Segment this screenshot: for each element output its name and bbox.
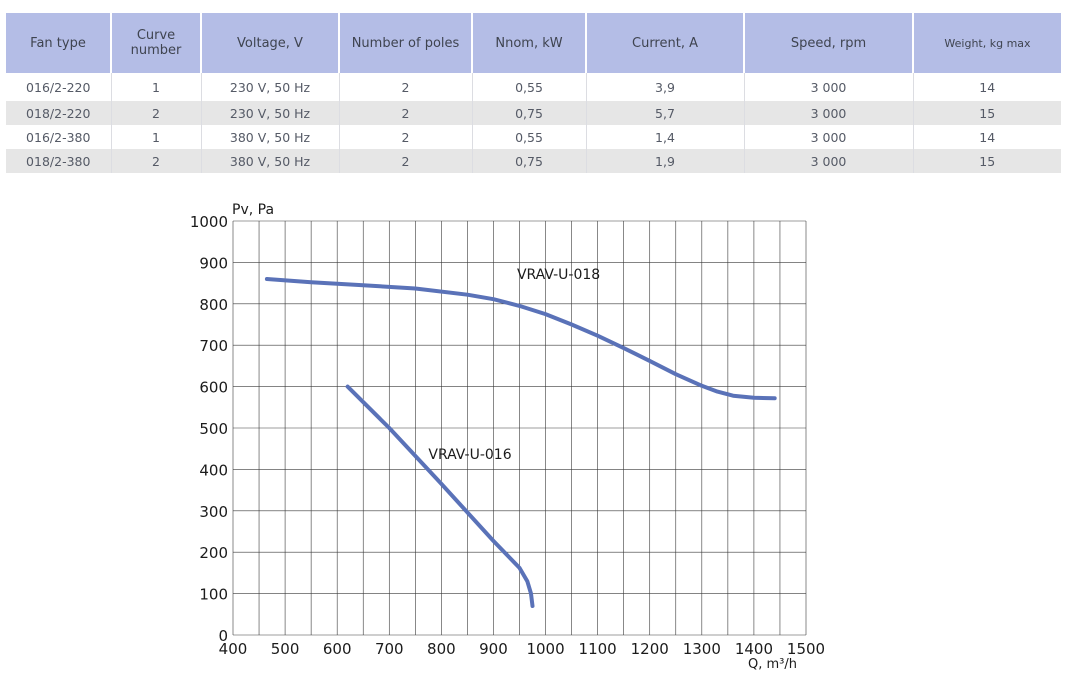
table-cell: 230 V, 50 Hz bbox=[201, 73, 340, 101]
header-number-of-poles: Number of poles bbox=[339, 13, 473, 73]
x-tick-label: 700 bbox=[375, 640, 404, 658]
y-tick-label: 300 bbox=[199, 503, 228, 521]
chart-grid bbox=[232, 220, 807, 636]
table-cell: 3 000 bbox=[744, 125, 914, 149]
table-cell: 2 bbox=[111, 149, 202, 173]
header-fan-type: Fan type bbox=[6, 13, 112, 73]
table-cell: 0,75 bbox=[472, 101, 587, 125]
table-cell: 3 000 bbox=[744, 73, 914, 101]
y-tick-label: 400 bbox=[199, 461, 228, 479]
table-cell: 1 bbox=[111, 125, 202, 149]
y-tick-label: 500 bbox=[199, 420, 228, 438]
x-tick-label: 1200 bbox=[631, 640, 669, 658]
x-tick-label: 1000 bbox=[526, 640, 564, 658]
y-tick-label: 0 bbox=[218, 627, 228, 645]
table-cell: 0,75 bbox=[472, 149, 587, 173]
table-cell: 1,9 bbox=[586, 149, 745, 173]
y-tick-label: 800 bbox=[199, 296, 228, 314]
table-cell: 016/2-380 bbox=[6, 125, 112, 149]
y-tick-label: 1000 bbox=[190, 213, 228, 231]
table-row: 016/2-380 1 380 V, 50 Hz 2 0,55 1,4 3 00… bbox=[6, 125, 1061, 149]
table-cell: 3 000 bbox=[744, 101, 914, 125]
table-cell: 3 000 bbox=[744, 149, 914, 173]
x-tick-label: 900 bbox=[479, 640, 508, 658]
x-tick-label: 1400 bbox=[735, 640, 773, 658]
table-cell: 016/2-220 bbox=[6, 73, 112, 101]
fan-spec-table: Fan type Curve number Voltage, V Number … bbox=[6, 13, 1061, 173]
table-cell: 2 bbox=[111, 101, 202, 125]
y-tick-label: 600 bbox=[199, 379, 228, 397]
y-tick-label: 900 bbox=[199, 254, 228, 272]
chart-tick-labels: 0 100 200 300 400 500 600 700 800 900 1000 400 500 60… bbox=[190, 213, 825, 658]
table-cell: 2 bbox=[339, 149, 473, 173]
header-speed: Speed, rpm bbox=[744, 13, 914, 73]
table-row: 018/2-220 2 230 V, 50 Hz 2 0,75 5,7 3 00… bbox=[6, 101, 1061, 125]
table-cell: 1,4 bbox=[586, 125, 745, 149]
table-cell: 0,55 bbox=[472, 73, 587, 101]
table-cell: 15 bbox=[913, 149, 1061, 173]
table-cell: 15 bbox=[913, 101, 1061, 125]
table-cell: 018/2-220 bbox=[6, 101, 112, 125]
x-tick-label: 1500 bbox=[787, 640, 825, 658]
table-cell: 0,55 bbox=[472, 125, 587, 149]
series-line bbox=[264, 277, 777, 401]
x-tick-label: 1100 bbox=[579, 640, 617, 658]
table-cell: 2 bbox=[339, 125, 473, 149]
header-current: Current, A bbox=[586, 13, 745, 73]
table-cell: 018/2-380 bbox=[6, 149, 112, 173]
table-cell: 14 bbox=[979, 79, 996, 95]
table-cell: 3,9 bbox=[586, 73, 745, 101]
series-label: VRAV-U-016 bbox=[428, 447, 511, 463]
table-header-row: Fan type Curve number Voltage, V Number … bbox=[6, 13, 1061, 73]
y-tick-label: 200 bbox=[199, 544, 228, 562]
y-tick-label: 100 bbox=[199, 586, 228, 604]
x-tick-label: 800 bbox=[427, 640, 456, 658]
table-cell: 380 V, 50 Hz bbox=[201, 149, 340, 173]
fan-performance-chart: 0 100 200 300 400 500 600 700 800 900 1000 400 500 60… bbox=[190, 202, 825, 672]
header-voltage: Voltage, V bbox=[201, 13, 340, 73]
series-line bbox=[345, 384, 535, 608]
x-tick-label: 400 bbox=[219, 640, 248, 658]
header-weight: Weight, kg max bbox=[913, 13, 1061, 73]
table-cell: 2 bbox=[339, 101, 473, 125]
table-row: 016/2-220 1 230 V, 50 Hz 2 0,55 3,9 3 00… bbox=[6, 73, 1061, 101]
x-tick-label: 1300 bbox=[683, 640, 721, 658]
y-tick-label: 700 bbox=[199, 337, 228, 355]
table-cell: 230 V, 50 Hz bbox=[201, 101, 340, 125]
table-cell: 2 bbox=[339, 73, 473, 101]
table-cell: 380 V, 50 Hz bbox=[201, 125, 340, 149]
x-tick-label: 500 bbox=[271, 640, 300, 658]
chart-series: VRAV-U-018 VRAV-U-016 bbox=[264, 267, 777, 608]
table-row: 018/2-380 2 380 V, 50 Hz 2 0,75 1,9 3 00… bbox=[6, 149, 1061, 173]
table-cell: 14 bbox=[979, 129, 996, 145]
table-cell: 5,7 bbox=[586, 101, 745, 125]
x-axis-label: Q, m³/h bbox=[748, 657, 797, 672]
series-label: VRAV-U-018 bbox=[517, 267, 600, 283]
header-curve-number: Curve number bbox=[111, 13, 202, 73]
y-axis-label: Pv, Pa bbox=[232, 202, 274, 218]
table-cell: 1 bbox=[111, 73, 202, 101]
header-nnom: Nnom, kW bbox=[472, 13, 587, 73]
x-tick-label: 600 bbox=[323, 640, 352, 658]
